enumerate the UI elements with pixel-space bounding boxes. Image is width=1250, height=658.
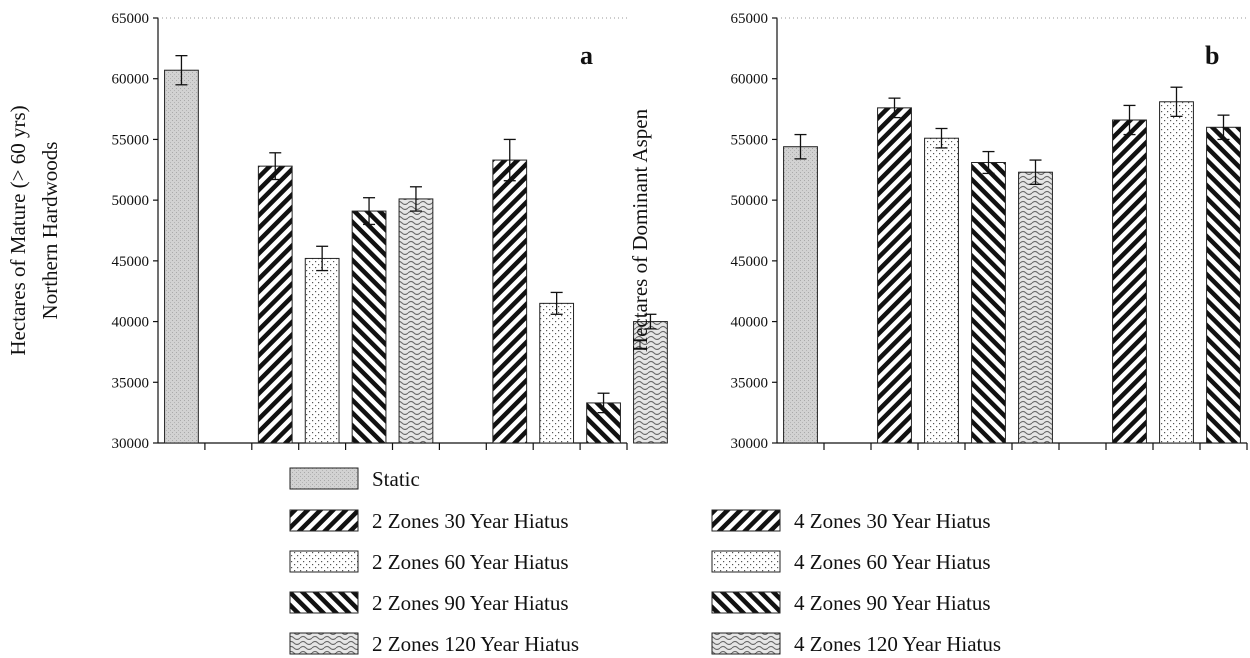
- bar: [304, 257, 340, 444]
- bar: [492, 159, 528, 444]
- panel-a-chart: 30000 35000 40000 45000 50000 55000 60000 65000…: [6, 11, 668, 452]
- legend-item: Static: [289, 467, 420, 491]
- y-tick-label: 45000: [112, 254, 150, 270]
- legend: Static 2 Zones 30 Year Hiatus 4 Zones 30 Y…: [289, 467, 1001, 656]
- y-tick-label: 40000: [112, 315, 150, 331]
- y-axis-label: Hectares of Dominant Aspen: [628, 108, 652, 352]
- legend-label: Static: [372, 467, 420, 491]
- bar: [164, 69, 199, 444]
- bar: [1206, 126, 1241, 444]
- bar: [1112, 119, 1147, 444]
- bar: [1159, 101, 1194, 444]
- y-tick-label: 65000: [731, 11, 769, 27]
- y-tick-label: 55000: [112, 132, 150, 148]
- legend-item: 2 Zones 30 Year Hiatus: [289, 509, 569, 533]
- y-tick-label: 55000: [731, 132, 769, 148]
- legend-item: 4 Zones 120 Year Hiatus: [711, 632, 1001, 656]
- legend-item: 2 Zones 90 Year Hiatus: [289, 591, 569, 615]
- y-axis-label: Hectares of Mature (> 60 yrs): [6, 105, 30, 355]
- legend-swatch: [289, 550, 359, 573]
- legend-swatch: [289, 509, 359, 532]
- legend-label: 4 Zones 30 Year Hiatus: [794, 509, 991, 533]
- bar: [924, 137, 959, 444]
- bar: [971, 162, 1006, 444]
- legend-swatch: [711, 591, 781, 614]
- bar: [539, 302, 575, 444]
- legend-label: 2 Zones 60 Year Hiatus: [372, 550, 569, 574]
- legend-swatch: [289, 467, 359, 490]
- legend-swatch: [289, 632, 359, 655]
- bar: [257, 165, 293, 444]
- legend-item: 4 Zones 30 Year Hiatus: [711, 509, 991, 533]
- legend-label: 2 Zones 90 Year Hiatus: [372, 591, 569, 615]
- legend-item: 2 Zones 60 Year Hiatus: [289, 550, 569, 574]
- y-tick-label: 35000: [731, 375, 769, 391]
- bar: [351, 210, 387, 444]
- legend-label: 2 Zones 120 Year Hiatus: [372, 632, 579, 656]
- legend-item: 4 Zones 60 Year Hiatus: [711, 550, 991, 574]
- bar: [783, 146, 818, 444]
- panel-letter: b: [1205, 41, 1219, 70]
- y-tick-label: 50000: [731, 193, 769, 209]
- y-tick-label: 40000: [731, 315, 769, 331]
- legend-item: 4 Zones 90 Year Hiatus: [711, 591, 991, 615]
- y-tick-label: 30000: [112, 436, 150, 452]
- y-tick-label: 50000: [112, 193, 150, 209]
- y-tick-label: 60000: [112, 72, 150, 88]
- legend-swatch: [289, 591, 359, 614]
- bar: [398, 198, 434, 444]
- legend-swatch: [711, 550, 781, 573]
- y-tick-label: 60000: [731, 72, 769, 88]
- legend-label: 4 Zones 90 Year Hiatus: [794, 591, 991, 615]
- panel-b-chart: 30000 35000 40000 45000 50000 55000 60000 65000…: [628, 11, 1248, 452]
- y-tick-label: 45000: [731, 254, 769, 270]
- bar: [877, 107, 912, 444]
- legend-swatch: [711, 509, 781, 532]
- legend-label: 4 Zones 60 Year Hiatus: [794, 550, 991, 574]
- legend-label: 4 Zones 120 Year Hiatus: [794, 632, 1001, 656]
- y-tick-label: 35000: [112, 375, 150, 391]
- panel-letter: a: [580, 41, 593, 70]
- y-tick-label: 65000: [112, 11, 150, 27]
- y-axis-label: Northern Hardwoods: [38, 142, 62, 320]
- y-tick-label: 30000: [731, 436, 769, 452]
- bar: [1018, 171, 1053, 444]
- legend-swatch: [711, 632, 781, 655]
- legend-label: 2 Zones 30 Year Hiatus: [372, 509, 569, 533]
- legend-item: 2 Zones 120 Year Hiatus: [289, 632, 579, 656]
